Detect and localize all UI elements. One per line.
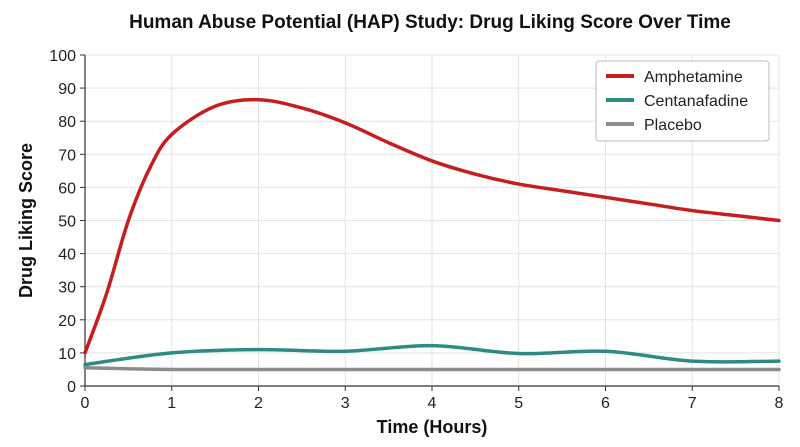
y-tick-label: 100: [49, 48, 76, 65]
y-tick-label: 0: [67, 379, 76, 396]
x-tick-label: 8: [775, 395, 784, 412]
y-axis-label: Drug Liking Score: [16, 143, 36, 298]
x-tick-label: 2: [254, 395, 263, 412]
x-tick-label: 4: [428, 395, 437, 412]
series-group: [83, 97, 781, 372]
chart-title: Human Abuse Potential (HAP) Study: Drug …: [129, 12, 731, 33]
legend-label-centanafadine: Centanafadine: [644, 93, 748, 110]
x-tick-label: 5: [514, 395, 523, 412]
series-line-placebo: [83, 366, 781, 372]
legend-label-placebo: Placebo: [644, 117, 702, 134]
y-tick-label: 80: [58, 114, 76, 131]
x-tick-label: 1: [167, 395, 176, 412]
y-tick-label: 50: [58, 214, 76, 231]
x-tick-label: 3: [341, 395, 350, 412]
x-tick-label: 7: [688, 395, 697, 412]
y-tick-label: 30: [58, 280, 76, 297]
y-tick-label: 20: [58, 313, 76, 330]
series-line-centanafadine: [83, 343, 781, 367]
x-tick-label: 6: [601, 395, 610, 412]
series-line-amphetamine: [83, 97, 781, 355]
y-tick-label: 90: [58, 81, 76, 98]
y-tick-label: 60: [58, 180, 76, 197]
legend-label-amphetamine: Amphetamine: [644, 69, 743, 86]
y-tick-label: 70: [58, 147, 76, 164]
legend: Amphetamine Centanafadine Placebo: [595, 60, 770, 142]
x-axis-label: Time (Hours): [377, 417, 488, 437]
x-tick-label: 0: [81, 395, 90, 412]
y-tick-label: 40: [58, 247, 76, 264]
axes: 0 10 20 30 40 50 60 70 80 90 100 0 1 2 3 4 5 6 7 8: [49, 48, 783, 412]
y-tick-label: 10: [58, 346, 76, 363]
legend-box: [595, 60, 770, 142]
